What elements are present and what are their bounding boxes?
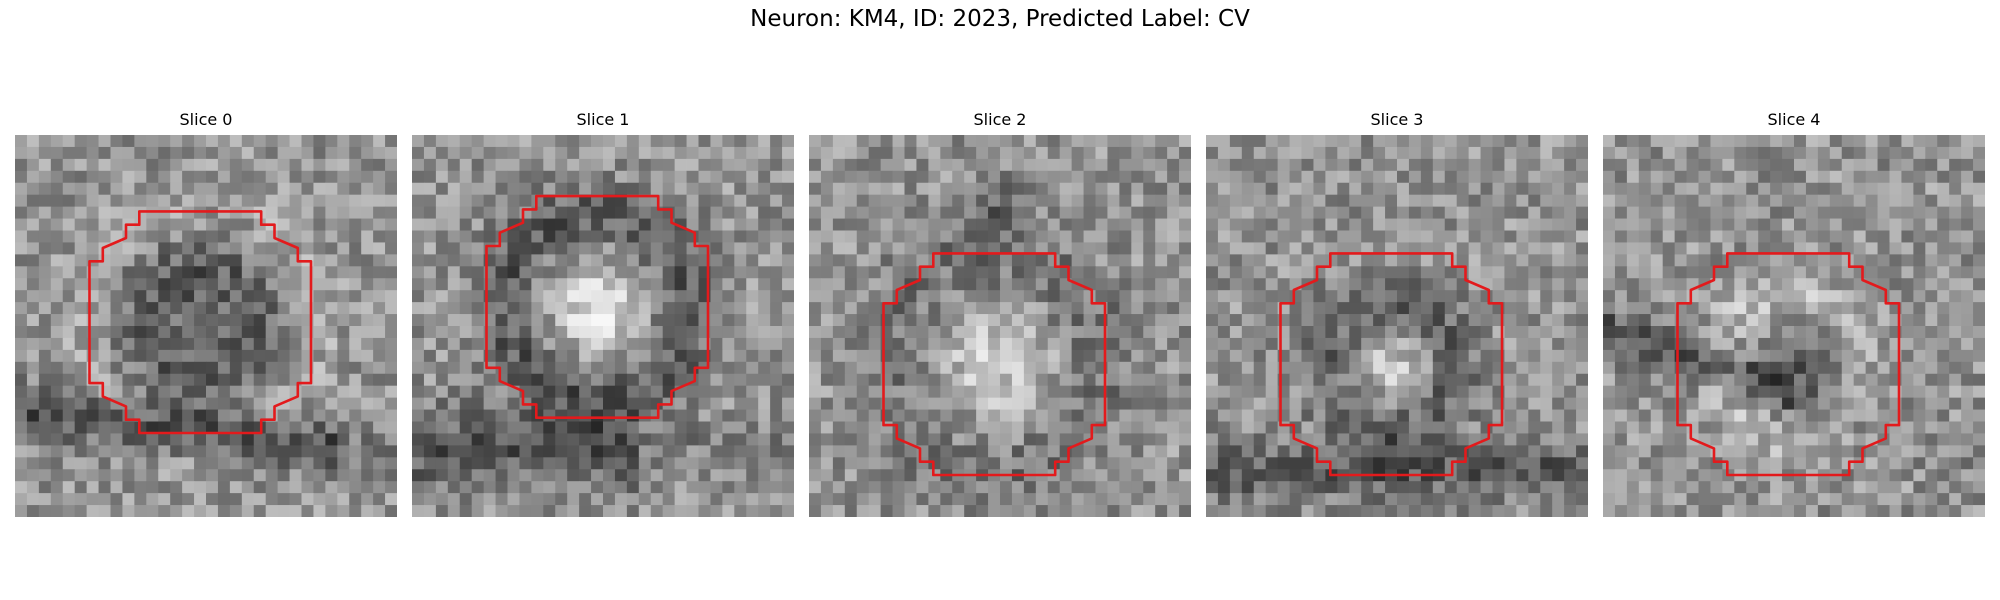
roi-contour: [88, 210, 313, 435]
slice-image: [1206, 135, 1588, 517]
roi-contour: [485, 194, 710, 419]
slice-image: [412, 135, 794, 517]
slice-title: Slice 3: [1370, 110, 1424, 129]
roi-contour: [882, 252, 1107, 477]
roi-contour: [1676, 252, 1901, 477]
slice-title: Slice 0: [179, 110, 233, 129]
slice-title: Slice 2: [973, 110, 1027, 129]
slice-pixels: [809, 135, 1191, 517]
slice-image: [15, 135, 397, 517]
roi-contour: [1279, 252, 1504, 477]
slice-pixels: [15, 135, 397, 517]
slice-pixels: [412, 135, 794, 517]
slice-image: [809, 135, 1191, 517]
slice-title: Slice 1: [576, 110, 630, 129]
slice-pixels: [1206, 135, 1588, 517]
slice-image: [1603, 135, 1985, 517]
slice-pixels: [1603, 135, 1985, 517]
figure-title: Neuron: KM4, ID: 2023, Predicted Label: …: [750, 6, 1250, 32]
slice-title: Slice 4: [1767, 110, 1821, 129]
